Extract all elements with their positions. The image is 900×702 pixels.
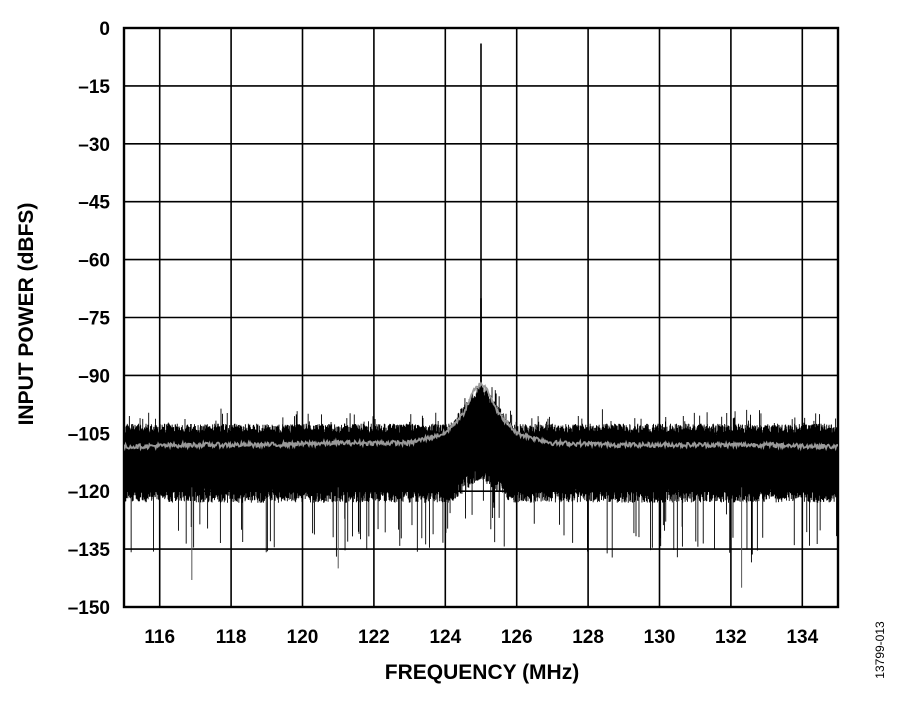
y-tick-label: –135 <box>68 540 111 561</box>
x-axis-label: FREQUENCY (MHz) <box>385 661 579 684</box>
x-tick-label: 130 <box>644 627 676 648</box>
y-tick-label: –75 <box>78 309 110 330</box>
y-tick-label: –120 <box>68 482 110 503</box>
spectrum-noise <box>124 383 838 563</box>
y-tick-label: –150 <box>68 598 110 619</box>
x-tick-label: 124 <box>429 627 461 648</box>
x-tick-label: 120 <box>287 627 319 648</box>
y-tick-label: –105 <box>68 424 111 445</box>
y-tick-label: –45 <box>78 193 110 214</box>
y-axis-label: INPUT POWER (dBFS) <box>15 203 38 426</box>
x-tick-label: 116 <box>144 627 175 648</box>
x-tick-label: 134 <box>786 627 818 648</box>
plot-frame <box>122 26 840 609</box>
x-tick-label: 132 <box>715 627 747 648</box>
averaged-trace <box>124 381 838 452</box>
x-tick-label: 122 <box>358 627 390 648</box>
x-tick-label: 128 <box>572 627 604 648</box>
y-tick-label: 0 <box>99 19 110 40</box>
x-tick-labels: 116 118 120 122 124 126 128 130 132 134 <box>144 627 818 648</box>
x-tick-label: 118 <box>216 627 247 648</box>
y-tick-label: –60 <box>78 251 110 272</box>
x-tick-label: 126 <box>501 627 533 648</box>
figure-id: 13799-013 <box>873 621 887 679</box>
y-tick-label: –90 <box>78 366 110 387</box>
y-tick-label: –30 <box>78 135 110 156</box>
y-tick-label: –15 <box>78 77 110 98</box>
y-tick-labels: 0 –15 –30 –45 –60 –75 –90 –105 –120 –135 –150 <box>68 19 111 619</box>
plot-area <box>124 43 838 588</box>
